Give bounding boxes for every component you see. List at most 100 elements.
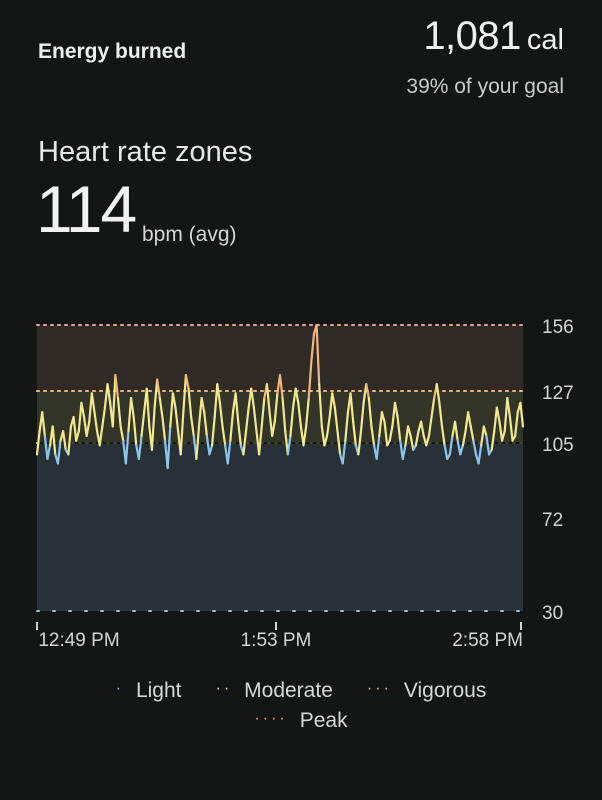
heart-rate-segment [472,439,478,456]
heart-rate-segment [378,411,384,438]
heart-rate-segment [519,401,525,428]
heart-rate-segment [307,360,313,400]
heart-rate-segment [331,392,336,409]
heart-rate-segment [406,425,412,438]
heart-rate-segment [41,411,46,438]
heart-rate-segment [195,425,201,461]
heart-rate-segment [333,406,339,433]
heart-rate-segment [435,383,441,404]
heart-rate-segment [124,430,130,465]
heart-rate-segment [341,439,347,465]
heart-rate-segment [46,444,52,461]
heart-rate-segment [218,401,224,428]
heart-rate-segment [286,434,292,456]
heart-rate-segment [111,373,117,428]
heart-rate-segment [469,425,475,442]
heart-rate-segment [145,387,151,428]
y-tick-label: 30 [542,603,563,624]
heart-rate-segment [137,434,143,461]
heart-rate-segment [370,425,376,447]
heart-rate-segment [161,415,167,442]
heart-rate-segment [252,406,258,433]
heart-rate-segment [401,444,407,461]
heart-rate-segment [98,425,104,447]
heart-rate-zones-title: Heart rate zones [38,136,253,168]
heart-rate-segment [459,444,465,456]
heart-rate-segment [114,373,120,400]
heart-rate-segment [443,444,449,461]
heart-rate-segment [318,383,323,428]
y-axis-ticks: 30 72 105 127 156 [542,317,574,624]
heart-rate-segment [391,401,397,428]
heart-rate-segment [467,411,472,428]
x-tick-label: 12:49 PM [38,630,119,651]
heart-rate-segment [67,425,73,456]
heart-rate-segment [383,420,389,447]
heart-rate-segment [508,415,514,442]
heart-rate-segment [265,383,271,414]
heart-rate-segment [184,373,190,390]
heart-rate-segment [85,420,91,438]
heart-rate-segment [357,430,363,456]
heart-rate-segment [302,425,308,447]
heart-rate-segment [156,378,161,400]
heart-rate-segment [129,396,135,419]
heart-rate-zones-chart[interactable]: 30 72 105 127 156 12:49 PM 1:53 PM 2:58 PM [0,300,602,660]
heart-rate-segment [166,425,172,470]
heart-rate-segment [461,430,467,447]
heart-rate-segment [297,401,303,428]
heart-rate-segment [210,415,216,447]
heart-rate-segment [323,434,329,447]
legend-peak-label: Peak [299,709,348,732]
heart-rate-segment [278,373,284,400]
heart-rate-segment [132,415,138,447]
heart-rate-segment [506,396,512,419]
heart-rate-segment [440,425,446,447]
light-zone-dots-icon: · [115,680,124,697]
heart-rate-segment [35,430,41,456]
peak-zone-dots-icon: ···· [254,710,288,727]
heart-rate-segment [260,396,266,428]
heart-rate-segment [344,411,350,442]
y-tick-label: 127 [542,383,574,404]
heart-rate-segment [359,401,365,433]
heart-rate-segment [229,411,235,442]
heart-rate-segment [320,425,326,447]
heart-rate-segment [294,387,300,404]
heart-rate-segment [404,425,410,447]
heart-rate-segment [62,430,67,451]
vigorous-zone-dots-icon: ··· [366,680,392,697]
calorie-goal-percent: 39% of your goal [406,75,564,98]
heart-rate-segment [182,373,188,414]
heart-rate-segment [305,396,310,428]
heart-rate-segment [56,439,62,465]
heart-rate-segment [187,387,193,419]
heart-rate-segment [51,425,57,456]
energy-burned-label: Energy burned [38,40,187,63]
heart-rate-segment [482,425,488,438]
heart-rate-segment [352,420,357,447]
heart-rate-segment [197,396,203,428]
heart-rate-segment [268,411,274,438]
heart-rate-segment [179,411,185,456]
heart-rate-segment [213,383,219,419]
heart-rate-segment [237,420,242,447]
heart-rate-segment [448,434,454,456]
heart-rate-segment [427,415,433,438]
heart-rate-average-value: 114 [36,172,137,246]
heart-rate-segment [393,401,399,419]
heart-rate-segment [315,323,321,386]
heart-rate-segment [414,430,420,447]
legend-light-label: Light [135,679,182,702]
heart-rate-segment [205,434,211,456]
legend-vigorous: ··· Vigorous [367,679,487,703]
chart-legend: · Light ·· Moderate ··· Vigorous ···· Pe… [0,676,602,736]
heart-rate-segment [72,415,78,442]
heart-rate-segment [500,430,506,442]
heart-rate-segment [388,425,394,442]
moderate-zone-dots-icon: ·· [215,680,233,697]
legend-moderate: ·· Moderate [216,679,333,703]
heart-rate-segment [396,415,402,442]
heart-rate-segment [221,425,227,447]
heart-rate-segment [190,415,195,438]
